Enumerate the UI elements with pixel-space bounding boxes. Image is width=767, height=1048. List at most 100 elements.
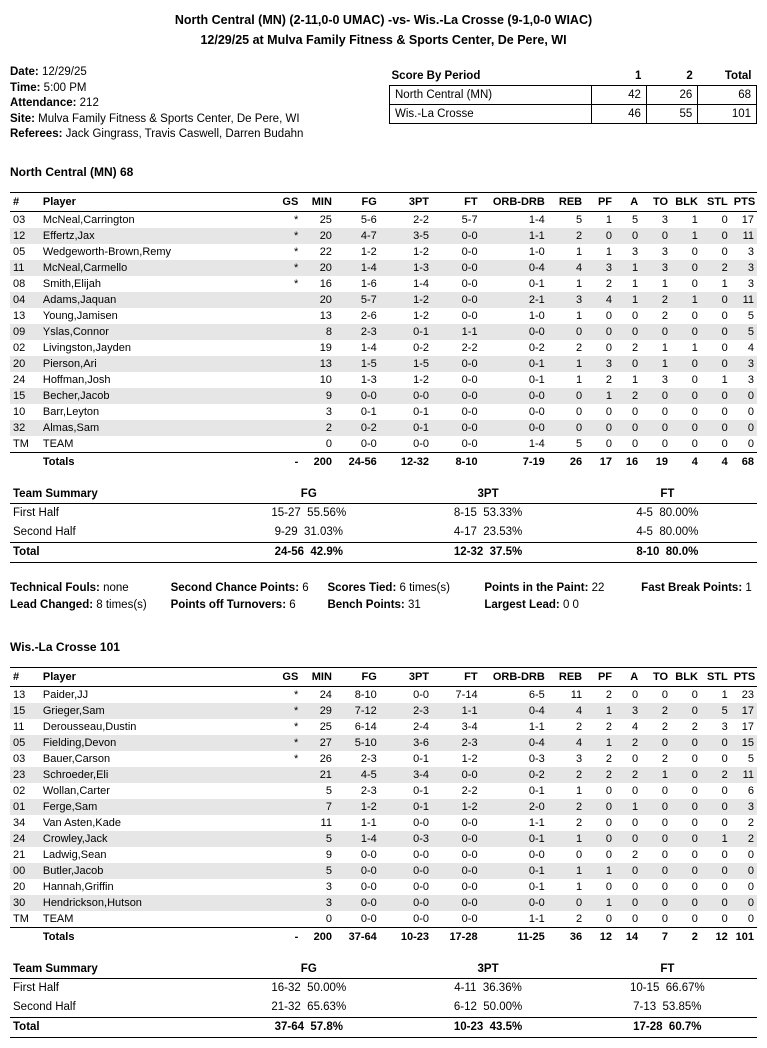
cell: 1-5 [360, 357, 377, 370]
cell: 17 [741, 704, 754, 717]
cell: 1-1 [528, 720, 545, 733]
cell: 11-25 [480, 926, 548, 945]
cell: 1 [721, 688, 728, 701]
cell: 0 [721, 752, 728, 765]
cell: 0 [661, 848, 669, 861]
cell: 0 [605, 912, 613, 925]
cell: BLK [671, 666, 701, 687]
cell: 0-0 [360, 848, 377, 861]
cell: 0 [576, 896, 583, 909]
cell: 5 [747, 752, 754, 765]
cell: 03 [13, 213, 26, 226]
cell: 0-1 [413, 752, 430, 765]
cell: * [294, 720, 299, 733]
top-section: Date: 12/29/25 Time: 5:00 PM Attendance:… [10, 65, 757, 143]
cell: 23 [13, 768, 26, 781]
cell: 2 [661, 293, 669, 306]
cell: 2-2 [461, 784, 478, 797]
cell: 1-1 [461, 325, 478, 338]
cell: * [294, 261, 299, 274]
cell: 1 [632, 277, 639, 290]
cell: Effertz,Jax [42, 229, 95, 242]
cell: 0 [747, 880, 754, 893]
cell: 0-1 [528, 832, 545, 845]
cell: 0-0 [461, 261, 478, 274]
cell: 0 [747, 405, 754, 418]
cell: 2-3 [360, 784, 377, 797]
cell: 13 [13, 309, 26, 322]
cell: 2 [605, 688, 613, 701]
cell: 04 [13, 293, 26, 306]
cell: 1-2 [360, 800, 377, 813]
cell: 0 [747, 389, 754, 402]
cell: 3PT [379, 191, 433, 212]
cell: 0 [605, 800, 613, 813]
cell: 0 [661, 832, 669, 845]
cell: 17 [741, 213, 754, 226]
summary-header-row: Team Summary FG 3PT FT [10, 960, 757, 979]
cell: Becher,Jacob [42, 389, 110, 402]
cell: 4-17 23.53% [398, 522, 578, 543]
cell: TM [13, 912, 29, 925]
cell: 2 [576, 768, 583, 781]
cell: North Central (MN) [389, 85, 592, 105]
player-row: 02 Livingston,Jayden 19 1-4 0-2 2-2 0-2 2 0 2 1 1 0 4 [10, 340, 757, 356]
cell: 03 [13, 752, 26, 765]
cell: McNeal,Carmello [42, 261, 128, 274]
player-row: 15 Becher,Jacob 9 0-0 0-0 0-0 0-0 0 1 2 0 0 0 0 [10, 387, 757, 404]
cell: 27 [319, 736, 332, 749]
cell: 13 [319, 309, 332, 322]
summary-second-half-row: Second Half 21-32 65.63% 6-12 50.00% 7-13 5… [10, 997, 757, 1018]
cell: 2-1 [528, 293, 545, 306]
cell: 32 [13, 421, 26, 434]
cell: 0 [691, 768, 698, 781]
cell: 0 [661, 912, 669, 925]
cell: 4 [576, 261, 583, 274]
cell: 8-15 53.33% [453, 507, 523, 519]
cell: 0 [691, 373, 698, 386]
cell: 4 [605, 293, 613, 306]
cell: 0-4 [528, 261, 545, 274]
cell: 8-10 [354, 688, 377, 701]
cell: 5-7 [461, 213, 478, 226]
cell: 0 [721, 405, 728, 418]
cell: 0 [576, 421, 583, 434]
cell: 0 [747, 848, 754, 861]
cell: 0 [721, 341, 728, 354]
cell [275, 436, 301, 453]
cell: 2-0 [528, 800, 545, 813]
cell: 2 [576, 816, 583, 829]
cell: 0 [661, 325, 669, 338]
cell: 2 [747, 832, 754, 845]
cell: 3-5 [413, 229, 430, 242]
player-row: 32 Almas,Sam 2 0-2 0-1 0-0 0-0 0 0 0 0 0 0 0 [10, 419, 757, 436]
cell: 3PT [379, 666, 433, 687]
cell: - [275, 926, 302, 945]
cell: * [294, 245, 299, 258]
cell: 3 [721, 720, 728, 733]
misc-lead-changed: Lead Changed: 8 times(s) [10, 598, 147, 611]
cell: 1-1 [528, 912, 545, 925]
cell: 55 [645, 104, 699, 124]
cell: 13 [13, 688, 26, 701]
cell: 0-0 [461, 389, 478, 402]
cell: 3 [576, 752, 583, 765]
cell: 8-10 [432, 451, 481, 470]
cell: * [294, 704, 299, 717]
cell: 1 [576, 357, 583, 370]
cell: 0-0 [461, 229, 478, 242]
cell: 5 [325, 784, 332, 797]
cell: TEAM [42, 912, 74, 925]
cell: 29 [319, 704, 332, 717]
cell: 0-0 [461, 421, 478, 434]
cell: 0 [691, 437, 698, 450]
game-info-referees: Referees: Jack Gingrass, Travis Caswell,… [10, 128, 304, 140]
cell: 1 [576, 373, 583, 386]
cell: 3PT [398, 960, 578, 979]
cell: 0 [691, 357, 698, 370]
cell: 21 [13, 848, 26, 861]
cell: 1 [691, 341, 698, 354]
cell: 0 [661, 405, 669, 418]
misc-fast-break-points: Fast Break Points: 1 [641, 581, 752, 594]
player-row: 05 Fielding,Devon * 27 5-10 3-6 2-3 0-4 4 1 2 0 0 0 15 [10, 734, 757, 751]
